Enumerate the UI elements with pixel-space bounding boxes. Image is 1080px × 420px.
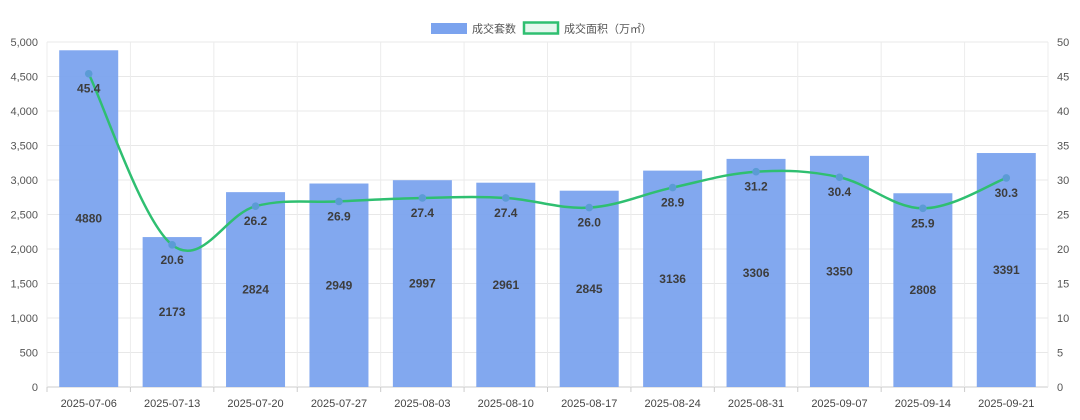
y-left-tick-label: 0 — [32, 382, 38, 394]
line-value-label: 30.3 — [995, 186, 1019, 200]
y-right-tick-label: 30 — [1057, 175, 1069, 187]
x-tick-label: 2025-09-07 — [811, 398, 867, 410]
line-value-label: 20.6 — [160, 253, 184, 267]
y-right-tick-label: 20 — [1057, 244, 1069, 256]
y-right-tick-label: 0 — [1057, 382, 1063, 394]
bar — [476, 182, 536, 387]
line-point — [1002, 174, 1011, 182]
x-tick-label: 2025-08-10 — [478, 398, 534, 410]
bar — [893, 193, 953, 387]
line-value-label: 28.9 — [661, 196, 685, 210]
x-tick-label: 2025-07-20 — [227, 398, 283, 410]
bar — [142, 237, 202, 387]
legend[interactable]: 成交套数 成交面积（万㎡） — [431, 21, 652, 36]
bar — [392, 180, 452, 387]
line-value-label: 26.2 — [244, 214, 268, 228]
y-left-tick-label: 2,000 — [10, 244, 38, 256]
x-tick-label: 2025-08-31 — [728, 398, 784, 410]
axis-layer: 0 0 500 5 1,000 10 1,500 15 2,000 20 2,500 25 3,000 3… — [10, 37, 1069, 410]
bar — [726, 158, 786, 387]
legend-label-bar[interactable]: 成交套数 — [472, 22, 516, 36]
y-left-tick-label: 3,500 — [10, 141, 38, 153]
y-right-tick-label: 40 — [1057, 106, 1069, 118]
bar-value-label: 2824 — [242, 283, 269, 297]
legend-label-line[interactable]: 成交面积（万㎡） — [564, 22, 652, 36]
line-point — [418, 194, 427, 202]
line-value-label: 30.4 — [828, 185, 852, 199]
bar-value-label: 2173 — [159, 305, 186, 319]
bar-value-label: 2845 — [576, 282, 603, 296]
y-right-tick-label: 50 — [1057, 37, 1069, 49]
bar-value-label: 3391 — [993, 263, 1020, 277]
bar — [226, 192, 286, 387]
y-left-tick-label: 5,000 — [10, 37, 38, 49]
y-right-tick-label: 25 — [1057, 210, 1069, 222]
bar-value-label: 2949 — [326, 278, 353, 292]
bar — [809, 155, 869, 387]
line-value-label: 25.9 — [911, 216, 935, 230]
x-tick-label: 2025-07-06 — [61, 398, 117, 410]
legend-swatch-bar[interactable] — [431, 23, 467, 34]
bar — [59, 50, 119, 387]
line-point — [585, 203, 594, 212]
line-point — [668, 183, 677, 192]
line-point — [84, 69, 93, 78]
y-left-tick-label: 4,500 — [10, 72, 38, 84]
bar-value-label: 2997 — [409, 277, 436, 291]
line-layer — [84, 69, 1011, 253]
x-tick-label: 2025-09-21 — [978, 398, 1034, 410]
grid-layer — [46, 41, 1049, 388]
x-tick-label: 2025-09-14 — [895, 398, 951, 410]
y-left-tick-label: 1,500 — [10, 279, 38, 291]
y-right-tick-label: 15 — [1057, 279, 1069, 291]
line-point — [335, 197, 343, 206]
line-point — [919, 204, 927, 213]
bar-layer — [59, 50, 1036, 387]
y-left-tick-label: 4,000 — [10, 106, 38, 118]
line-point — [251, 202, 260, 211]
bar — [976, 153, 1036, 387]
bar — [309, 183, 369, 387]
line-value-label: 26.0 — [578, 216, 602, 230]
bar-value-label: 4880 — [75, 212, 102, 226]
x-tick-label: 2025-08-03 — [394, 398, 450, 410]
y-left-tick-label: 2,500 — [10, 210, 38, 222]
line-point — [752, 167, 760, 176]
line-value-label: 45.4 — [77, 82, 101, 96]
bar-value-label: 2808 — [910, 283, 937, 297]
x-tick-label: 2025-07-27 — [311, 398, 367, 410]
x-tick-label: 2025-08-17 — [561, 398, 617, 410]
y-left-tick-label: 3,000 — [10, 175, 38, 187]
bar — [643, 170, 703, 387]
line-point — [168, 241, 176, 249]
line-value-label: 27.4 — [411, 206, 435, 220]
legend-swatch-line[interactable] — [522, 21, 560, 35]
y-right-tick-label: 45 — [1057, 72, 1069, 84]
line-point — [501, 194, 510, 202]
bar-value-label: 3136 — [659, 272, 686, 286]
y-left-tick-label: 1,000 — [10, 313, 38, 325]
line-point — [835, 173, 844, 182]
line-value-label: 31.2 — [744, 180, 768, 194]
line-value-label: 27.4 — [494, 206, 518, 220]
y-right-tick-label: 35 — [1057, 141, 1069, 153]
x-tick-label: 2025-07-13 — [144, 398, 200, 410]
bar-value-label: 2961 — [492, 278, 519, 292]
value-label-layer: 45.4 20.6 26.2 26.9 27.4 27.4 26.0 28.9 31.2 30.4… — [75, 82, 1020, 319]
y-left-tick-label: 500 — [20, 348, 38, 360]
bar-value-label: 3350 — [826, 264, 853, 278]
bar — [559, 190, 619, 387]
x-tick-label: 2025-08-24 — [644, 398, 700, 410]
line-value-label: 26.9 — [327, 209, 351, 223]
bar-value-label: 3306 — [743, 266, 770, 280]
y-right-tick-label: 5 — [1057, 348, 1063, 360]
y-right-tick-label: 10 — [1057, 313, 1069, 325]
